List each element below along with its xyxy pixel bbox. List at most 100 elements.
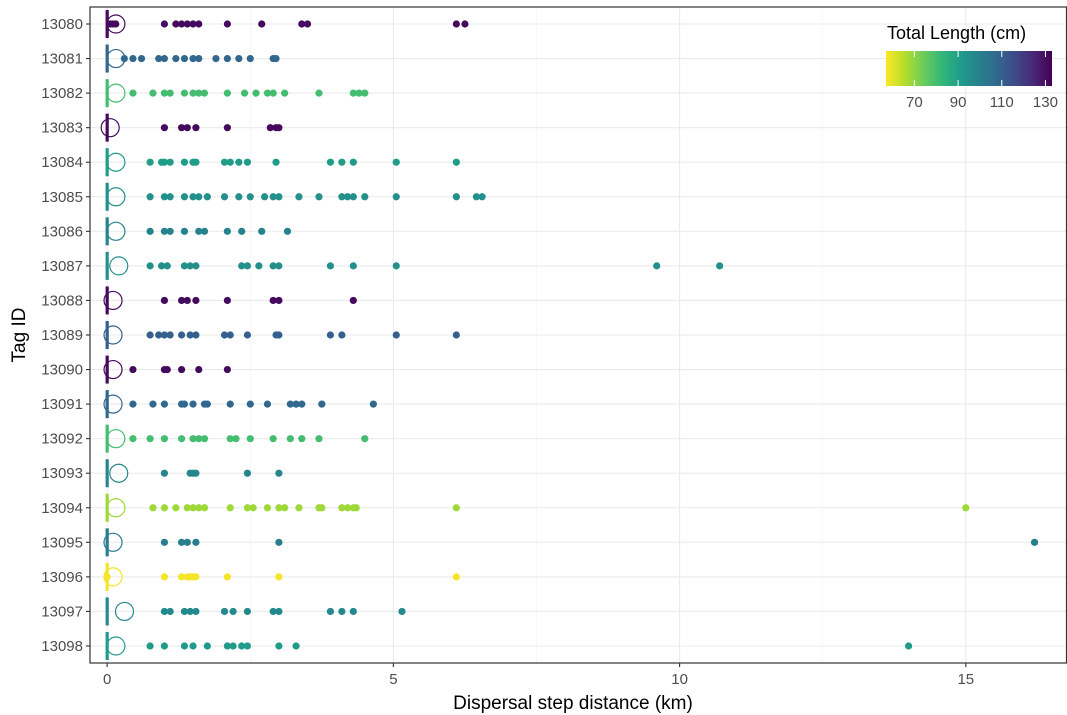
data-point xyxy=(195,89,203,97)
data-point xyxy=(452,158,460,166)
data-point xyxy=(275,193,283,201)
tag-row-13091 xyxy=(103,390,377,419)
data-point xyxy=(269,89,277,97)
legend-tick-label: 130 xyxy=(1033,94,1058,111)
data-point xyxy=(249,504,257,512)
data-point xyxy=(112,20,120,28)
data-point xyxy=(160,193,169,201)
data-point xyxy=(349,262,357,270)
data-point xyxy=(166,331,174,339)
data-point xyxy=(223,20,231,28)
data-point xyxy=(180,193,189,201)
data-point xyxy=(904,642,913,650)
data-point xyxy=(160,54,169,63)
data-point xyxy=(160,20,169,28)
data-point xyxy=(349,607,357,616)
y-tick-label: 13094 xyxy=(41,500,83,517)
data-point xyxy=(203,400,211,408)
data-point xyxy=(275,504,283,512)
data-point xyxy=(177,20,186,28)
data-point xyxy=(155,54,163,63)
tag-row-13088 xyxy=(103,286,357,315)
data-point xyxy=(295,504,303,512)
data-point xyxy=(160,538,169,546)
y-tick-label: 13080 xyxy=(41,16,83,33)
data-point xyxy=(180,607,189,616)
data-point xyxy=(298,400,306,408)
data-point xyxy=(298,20,306,28)
data-point xyxy=(177,331,186,339)
data-point xyxy=(452,331,460,339)
data-point xyxy=(343,193,352,201)
tag-row-13097 xyxy=(105,597,406,626)
data-point xyxy=(962,504,970,512)
data-point xyxy=(195,435,203,443)
data-point xyxy=(258,20,266,28)
data-point xyxy=(129,54,137,63)
data-point xyxy=(220,193,229,201)
y-tick-label: 13086 xyxy=(41,223,83,240)
data-point xyxy=(243,331,252,339)
data-point xyxy=(200,89,209,97)
data-point xyxy=(220,331,229,339)
data-point xyxy=(223,365,231,374)
data-point xyxy=(266,124,274,132)
data-point xyxy=(349,193,357,201)
data-point xyxy=(192,573,200,581)
data-point xyxy=(103,573,111,581)
data-point xyxy=(349,89,357,97)
data-point xyxy=(160,124,169,132)
data-point xyxy=(160,89,169,97)
legend-title: Total Length (cm) xyxy=(887,23,1026,43)
data-point xyxy=(243,607,252,616)
data-point xyxy=(269,607,277,616)
y-tick-label: 13095 xyxy=(41,534,83,551)
tag-row-13085 xyxy=(105,182,486,211)
data-point xyxy=(238,262,246,270)
data-point xyxy=(452,573,460,581)
data-point xyxy=(177,296,186,305)
y-tick-label: 13097 xyxy=(41,603,83,620)
data-point xyxy=(326,331,335,339)
y-tick-label: 13083 xyxy=(41,120,83,137)
data-point xyxy=(281,89,289,97)
data-point xyxy=(246,54,254,63)
data-point xyxy=(238,227,246,235)
mean-circle xyxy=(109,256,129,276)
data-point xyxy=(452,504,460,512)
data-point xyxy=(275,124,283,132)
y-axis: 13080 13081 13082 13083 13084 13085 13086 13087… xyxy=(41,16,90,655)
mean-circle xyxy=(106,83,126,103)
data-point xyxy=(180,400,189,408)
data-point xyxy=(189,54,197,63)
x-tick-label: 10 xyxy=(671,671,688,688)
data-point xyxy=(275,296,283,305)
data-marks xyxy=(100,10,1039,660)
data-point xyxy=(180,158,189,166)
data-point xyxy=(160,227,169,235)
data-point xyxy=(263,504,272,512)
data-point xyxy=(235,158,243,166)
data-point xyxy=(195,504,203,512)
x-tick-label: 0 xyxy=(103,671,111,688)
data-point xyxy=(220,158,229,166)
data-point xyxy=(318,504,326,512)
tag-row-13082 xyxy=(105,79,369,108)
data-point xyxy=(183,124,191,132)
data-point xyxy=(186,607,194,616)
data-point xyxy=(338,504,346,512)
data-point xyxy=(203,642,211,650)
data-point xyxy=(195,227,203,235)
data-point xyxy=(137,54,146,63)
data-point xyxy=(163,262,171,270)
data-point xyxy=(223,89,231,97)
tag-row-13093 xyxy=(105,459,283,488)
data-point xyxy=(349,158,357,166)
mean-circle xyxy=(106,221,126,241)
data-point xyxy=(195,54,203,63)
data-point xyxy=(275,262,283,270)
data-point xyxy=(226,435,234,443)
x-tick-label: 5 xyxy=(389,671,397,688)
data-point xyxy=(338,331,346,339)
